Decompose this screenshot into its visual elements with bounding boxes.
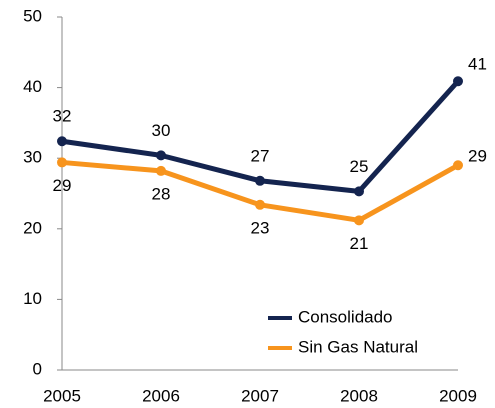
data-label: 29: [53, 176, 72, 195]
data-label: 32: [53, 107, 72, 126]
y-tick-label: 30: [23, 148, 42, 167]
data-label: 29: [468, 147, 487, 166]
point: [57, 157, 67, 168]
point: [255, 175, 265, 186]
point: [255, 199, 265, 210]
point: [156, 165, 166, 176]
point: [453, 76, 463, 87]
point: [156, 150, 166, 161]
data-label: 21: [350, 234, 369, 253]
legend-label: Sin Gas Natural: [298, 337, 418, 356]
y-tick-label: 50: [23, 6, 42, 25]
series-line: [61, 79, 460, 194]
series-line: [61, 159, 460, 223]
y-tick-label: 10: [23, 289, 42, 308]
y-tick-label: 20: [23, 218, 42, 237]
point: [57, 136, 67, 147]
x-tick-label: 2006: [142, 386, 180, 405]
y-tick-label: 40: [23, 77, 42, 96]
x-tick-label: 2005: [43, 386, 81, 405]
data-label: 30: [152, 121, 171, 140]
x-tick-label: 2008: [340, 386, 378, 405]
x-tick-label: 2009: [439, 386, 477, 405]
data-label: 23: [251, 218, 270, 237]
point: [354, 186, 364, 197]
x-tick-label: 2007: [241, 386, 279, 405]
point: [453, 160, 463, 171]
data-label: 25: [350, 157, 369, 176]
y-tick-label: 0: [33, 359, 42, 378]
point: [354, 215, 364, 226]
legend-label: Consolidado: [298, 307, 393, 326]
data-label: 28: [152, 184, 171, 203]
data-label: 41: [468, 55, 487, 74]
data-label: 27: [251, 146, 270, 165]
